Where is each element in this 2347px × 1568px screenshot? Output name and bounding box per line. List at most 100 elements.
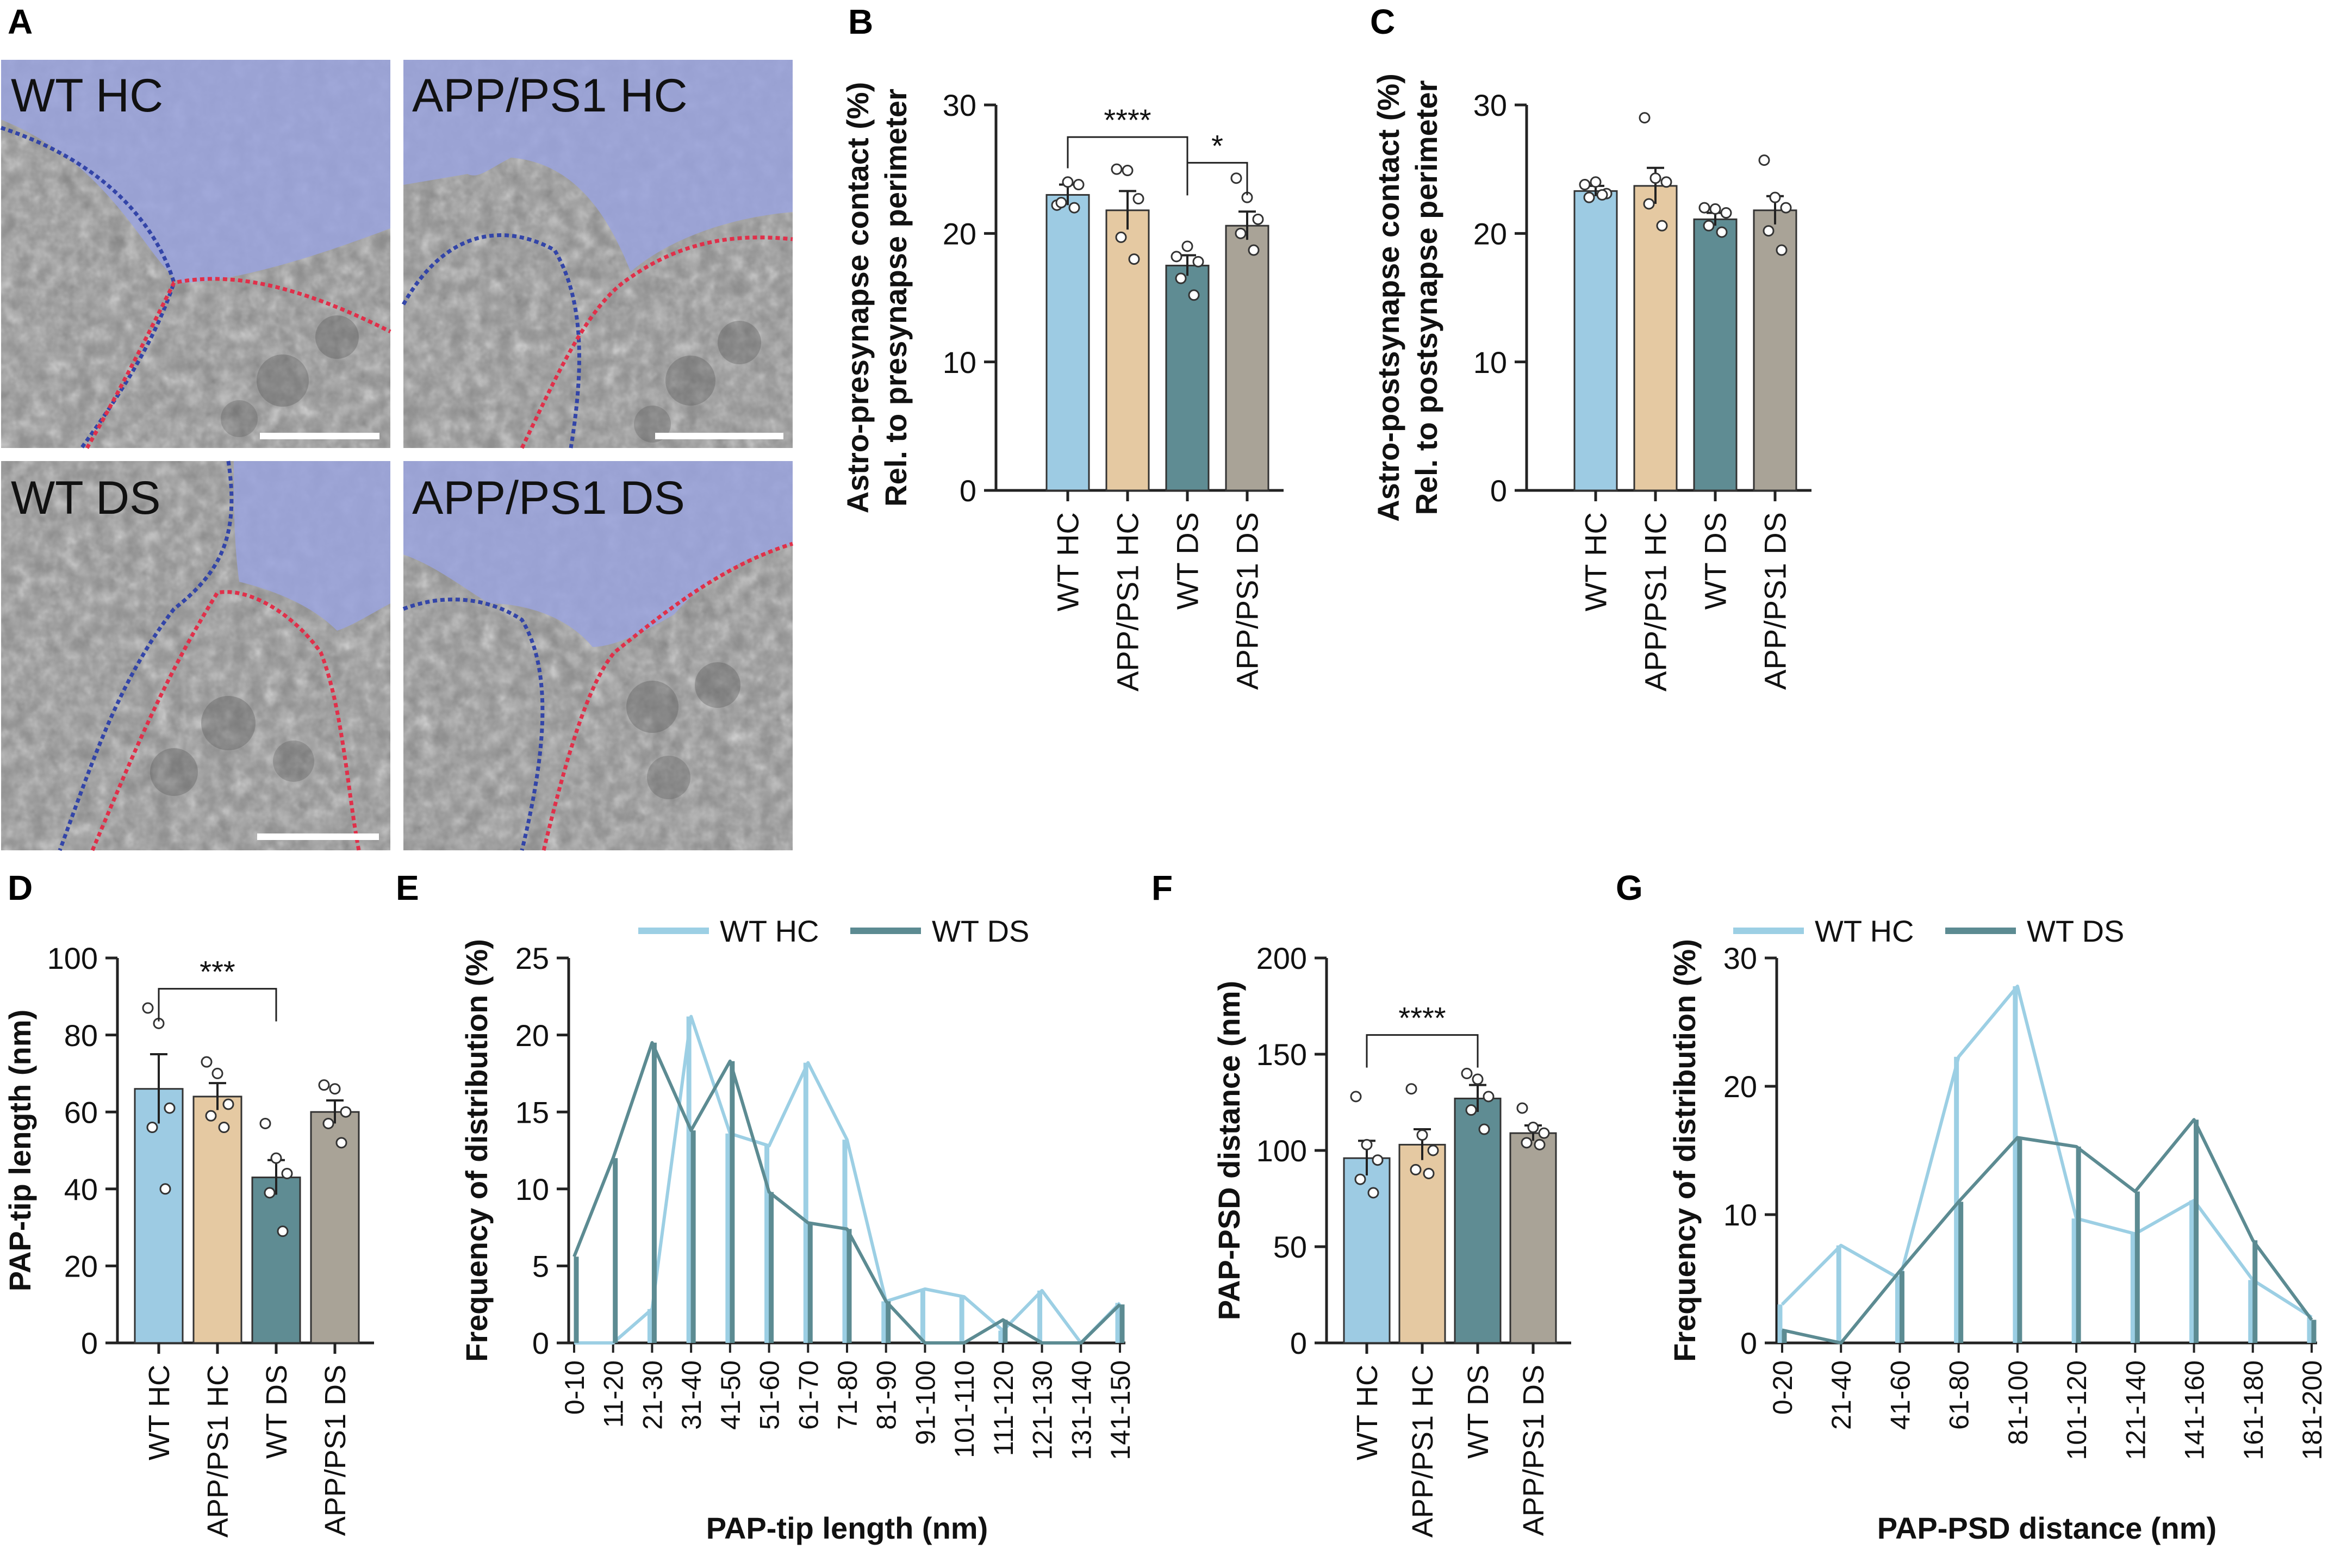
data-point xyxy=(1461,1067,1473,1079)
series-line-wt-hc xyxy=(574,1015,1122,1345)
y-tick-label: 0 xyxy=(81,1326,98,1360)
data-point xyxy=(281,1167,293,1179)
y-tick-label: 40 xyxy=(64,1172,98,1206)
bar-4 xyxy=(1753,209,1797,491)
category-label: APP/PS1 HC xyxy=(1406,1365,1439,1538)
bar-4 xyxy=(310,1111,360,1344)
category-label: APP/PS1 DS xyxy=(1517,1365,1550,1536)
category-label: 121-130 xyxy=(1028,1360,1058,1460)
data-point xyxy=(1720,207,1732,219)
bar-1 xyxy=(134,1088,184,1344)
y-tick-label: 80 xyxy=(64,1018,98,1053)
data-point xyxy=(335,1137,347,1149)
data-point xyxy=(1111,163,1123,175)
category-label: WT DS xyxy=(1462,1365,1495,1459)
data-point xyxy=(1703,220,1715,232)
category-label: 71-80 xyxy=(832,1360,863,1430)
y-tick-label: 60 xyxy=(64,1095,98,1129)
data-point xyxy=(1372,1154,1384,1166)
y-tick-label: 10 xyxy=(515,1172,549,1206)
data-point xyxy=(1188,289,1200,301)
y-tick-label: 20 xyxy=(64,1249,98,1284)
y-tick-label: 15 xyxy=(515,1095,549,1129)
panel-letter-a: A xyxy=(8,2,33,41)
data-point xyxy=(1758,154,1770,166)
data-point xyxy=(329,1083,341,1095)
data-point xyxy=(1115,231,1127,243)
data-point xyxy=(1534,1138,1546,1150)
data-point xyxy=(1583,191,1595,203)
category-label: 101-120 xyxy=(2062,1360,2092,1460)
series-line-wt-ds xyxy=(572,1041,1122,1345)
category-label: 11-20 xyxy=(599,1360,629,1428)
category-label: APP/PS1 DS xyxy=(319,1365,352,1536)
data-point xyxy=(1427,1144,1439,1156)
y-axis-label: Rel. to presynapse perimeter xyxy=(879,89,913,507)
data-point xyxy=(1521,1137,1533,1149)
y-tick-label: 0 xyxy=(1290,1326,1307,1360)
significance-bracket xyxy=(1186,161,1248,196)
y-tick-label: 20 xyxy=(515,1018,549,1053)
y-tick-label: 30 xyxy=(1723,941,1757,975)
data-point xyxy=(1516,1102,1528,1114)
y-tick-label: 20 xyxy=(943,216,976,251)
y-tick-label: 10 xyxy=(943,345,976,379)
data-point xyxy=(322,1117,334,1129)
data-point xyxy=(1776,244,1788,256)
data-point xyxy=(1656,220,1668,232)
data-point xyxy=(277,1225,289,1237)
y-axis-label: Astro-presynapse contact (%) xyxy=(841,82,875,514)
data-point xyxy=(1367,1187,1379,1199)
data-point xyxy=(1062,176,1074,188)
data-point xyxy=(146,1122,158,1134)
panel-letter-c: C xyxy=(1370,2,1395,41)
data-point xyxy=(1643,198,1655,210)
category-label: WT DS xyxy=(1698,512,1733,609)
chart-pap-psd-distance: 0 50 100 150 200 PAP-PSD distance (nm) WT HC AP… xyxy=(1212,941,1571,1538)
category-label: APP/PS1 HC xyxy=(1639,512,1673,692)
data-point xyxy=(259,1117,271,1129)
data-point xyxy=(1354,1173,1366,1185)
data-point xyxy=(1416,1129,1428,1141)
y-tick-label: 20 xyxy=(1473,216,1507,251)
data-point xyxy=(1405,1083,1417,1095)
data-point xyxy=(1590,176,1602,188)
significance-bracket xyxy=(158,988,277,1022)
bar-2 xyxy=(1105,209,1150,491)
data-point xyxy=(1769,191,1781,203)
category-label: APP/PS1 DS xyxy=(1230,512,1265,690)
significance-label: * xyxy=(1211,128,1223,163)
data-point xyxy=(1660,176,1672,188)
data-point xyxy=(1716,226,1728,238)
category-label: WT DS xyxy=(260,1365,293,1459)
series-line-wt-hc xyxy=(1781,984,2313,1319)
category-label: WT DS xyxy=(1171,512,1205,609)
panel-letter-d: D xyxy=(8,868,33,907)
data-point xyxy=(1122,165,1134,177)
bar-3 xyxy=(1165,264,1210,491)
chart-pap-tip-length: 0 20 40 60 80 100 PAP-tip length (nm) WT HC APP/… xyxy=(3,941,374,1538)
data-point xyxy=(270,1152,282,1164)
category-label: 101-110 xyxy=(949,1360,980,1458)
data-point xyxy=(164,1102,176,1114)
micrograph-label: WT HC xyxy=(11,70,163,122)
bar-1 xyxy=(1045,194,1090,491)
category-label: 0-20 xyxy=(1767,1360,1798,1415)
y-tick-label: 0 xyxy=(960,474,976,508)
y-axis-label: PAP-tip length (nm) xyxy=(3,1010,37,1291)
category-label: 131-140 xyxy=(1066,1360,1097,1460)
data-point xyxy=(264,1187,276,1199)
bar-4 xyxy=(1225,225,1269,491)
y-tick-label: 50 xyxy=(1273,1230,1307,1264)
chart-astro-postsynapse-contact: 0 10 20 30 Astro-postsynapse contact (%) Rel.… xyxy=(1371,73,1811,692)
data-point xyxy=(1709,203,1721,215)
data-point xyxy=(318,1079,330,1091)
x-axis-label: PAP-PSD distance (nm) xyxy=(1877,1511,2217,1545)
data-point xyxy=(1248,244,1260,256)
chart-pap-tip-length-distribution: 0 5 10 15 20 25 Frequency of distribution (%) P… xyxy=(459,914,1136,1545)
micrograph-label: APP/PS1 HC xyxy=(412,70,688,122)
bar-2 xyxy=(1633,185,1678,491)
data-point xyxy=(1175,272,1187,284)
y-axis-label: Astro-postsynapse contact (%) xyxy=(1371,73,1405,522)
y-tick-label: 30 xyxy=(1473,88,1507,122)
